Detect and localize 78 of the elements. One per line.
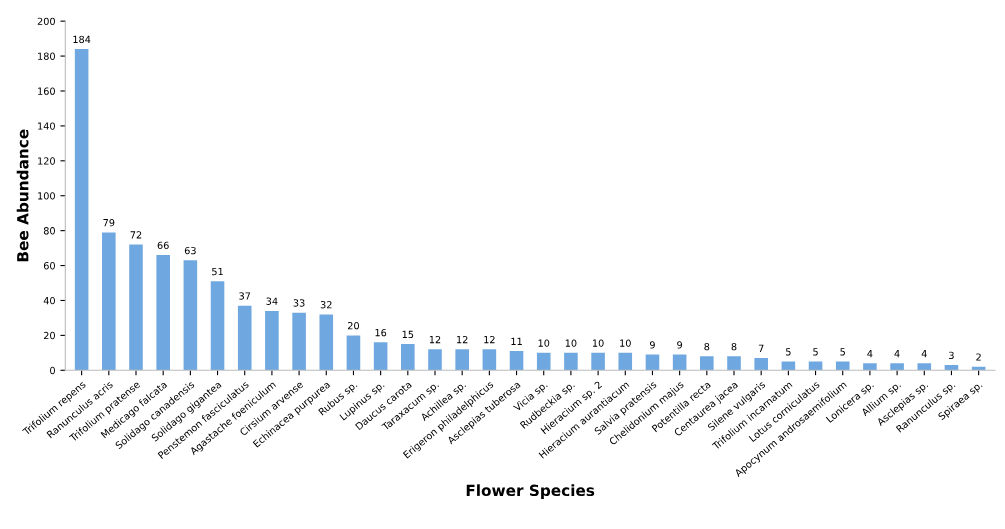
bar (482, 349, 497, 371)
bar (645, 354, 660, 371)
bar (156, 255, 170, 371)
data-label: 4 (867, 350, 873, 358)
x-axis-title: Flower Species (466, 484, 595, 500)
data-label: 5 (813, 348, 818, 356)
bar (754, 358, 768, 371)
bar (319, 314, 334, 371)
data-label: 11 (511, 337, 522, 345)
bar (265, 310, 279, 371)
data-label: 2 (976, 353, 981, 361)
data-label: 8 (731, 342, 737, 351)
data-label: 20 (347, 321, 359, 330)
y-tick-label: 120 (38, 157, 55, 165)
bar (700, 356, 714, 371)
bar (944, 365, 959, 371)
y-tick-label: 80 (43, 227, 55, 235)
y-tick-label: 140 (38, 122, 55, 130)
data-label: 10 (620, 339, 631, 347)
data-label: 79 (103, 218, 115, 227)
data-label: 72 (130, 231, 142, 239)
y-tick-label: 100 (38, 192, 55, 200)
bar (509, 351, 524, 371)
bar (917, 363, 932, 371)
bar (890, 363, 904, 371)
bar (373, 342, 388, 371)
y-tick-label: 180 (38, 52, 55, 60)
bar (618, 352, 633, 371)
data-label: 37 (239, 292, 251, 300)
data-label: 9 (649, 341, 655, 349)
data-label: 5 (840, 348, 845, 356)
bar (102, 232, 116, 371)
bar (210, 281, 225, 371)
bar (835, 361, 850, 371)
data-label: 3 (949, 351, 954, 360)
data-label: 12 (429, 335, 441, 344)
data-label: 32 (320, 301, 332, 309)
bar (727, 356, 741, 371)
data-label: 184 (73, 35, 91, 44)
y-tick-label: 0 (50, 366, 55, 375)
bar (129, 244, 143, 371)
data-label: 9 (677, 341, 683, 349)
y-tick-label: 20 (43, 331, 55, 340)
data-label: 4 (894, 350, 900, 358)
data-label: 15 (402, 330, 414, 339)
bar (74, 49, 89, 371)
data-label: 34 (266, 297, 278, 305)
data-label: 10 (565, 339, 577, 347)
y-tick-label: 200 (37, 17, 55, 25)
y-tick-label: 60 (43, 262, 55, 270)
bar (292, 312, 306, 371)
bar (237, 305, 252, 371)
data-label: 63 (184, 246, 196, 255)
bar (536, 352, 551, 371)
bar (564, 352, 578, 371)
data-label: 8 (704, 342, 710, 351)
data-label: 16 (375, 328, 387, 337)
data-label: 4 (921, 350, 927, 358)
data-label: 51 (212, 267, 223, 276)
bar (346, 335, 361, 371)
bar (401, 344, 415, 371)
data-label: 12 (484, 335, 495, 344)
bar (591, 352, 605, 371)
bar (183, 260, 198, 371)
bar (672, 354, 687, 371)
bar (863, 363, 877, 371)
data-label: 12 (457, 335, 468, 344)
bar (455, 349, 469, 371)
data-label: 33 (293, 299, 305, 307)
data-label: 66 (157, 241, 169, 250)
bar (428, 349, 442, 371)
y-tick-label: 160 (38, 87, 55, 95)
y-axis-title: Bee Abundance (16, 129, 29, 262)
data-label: 7 (758, 344, 764, 352)
data-label: 5 (786, 348, 791, 356)
data-label: 10 (592, 339, 604, 347)
data-label: 10 (538, 339, 550, 347)
y-tick-label: 40 (43, 296, 55, 305)
